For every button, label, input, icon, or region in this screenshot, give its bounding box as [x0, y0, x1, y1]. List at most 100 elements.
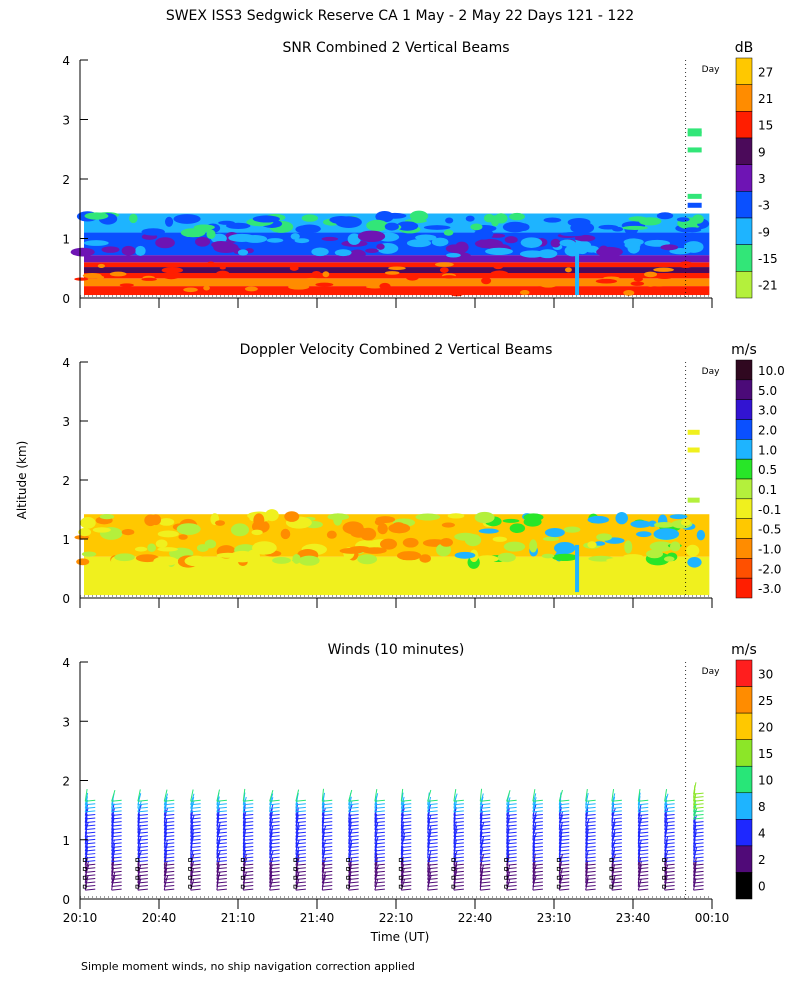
doppler-patch	[284, 511, 300, 522]
doppler-patch	[178, 534, 188, 540]
wind-barb-flag	[638, 849, 649, 852]
x-tick-label: 22:10	[379, 911, 414, 925]
snr-patch	[321, 236, 339, 242]
wind-barb-flag	[295, 813, 306, 816]
wind-barb-flag	[532, 849, 543, 852]
snr-patch	[206, 229, 216, 240]
wind-barb-flag	[216, 856, 227, 859]
snr-patch	[237, 249, 249, 256]
snr-patch	[633, 276, 643, 282]
wind-barb-flag	[401, 813, 412, 816]
wind-barb-flag	[638, 831, 649, 834]
colorbar-swatch	[735, 458, 753, 480]
wind-barb-flag	[506, 838, 517, 841]
wind-barb-flag	[348, 874, 359, 877]
wind-barb-flag	[427, 835, 438, 838]
wind-barb	[111, 850, 116, 862]
wind-barb-flag	[693, 803, 704, 806]
wind-barb	[427, 850, 432, 862]
wind-barb-flag	[427, 885, 438, 888]
wind-barb	[111, 803, 115, 816]
snr-patch	[183, 287, 198, 293]
wind-barb	[427, 832, 432, 845]
snr-patch	[119, 283, 134, 287]
wind-barb-flag	[111, 821, 122, 824]
snr-patch	[454, 241, 469, 253]
wind-barb-flag	[585, 828, 596, 831]
wind-barb-flag	[243, 853, 254, 856]
wind-barb	[532, 814, 537, 827]
wind-missing-marker	[662, 875, 667, 880]
wind-barb-flag	[401, 877, 412, 880]
wind-barb-flag	[611, 824, 622, 827]
snr-patch	[596, 246, 623, 257]
wind-missing-marker	[451, 875, 456, 880]
wind-barb	[453, 864, 458, 877]
wind-barb-flag	[401, 867, 412, 870]
wind-barb-flag	[427, 842, 438, 845]
wind-barb-flag	[401, 881, 412, 884]
wind-barb-flag	[480, 849, 491, 852]
wind-barb	[374, 799, 378, 812]
wind-barb-flag	[480, 863, 491, 866]
wind-barb	[163, 828, 168, 841]
wind-barb-flag	[243, 835, 254, 838]
wind-barb	[295, 839, 300, 852]
doppler-patch	[646, 549, 664, 559]
wind-barb-flag	[585, 821, 596, 824]
wind-barb-flag	[348, 821, 359, 824]
wind-barb-flag	[164, 845, 175, 848]
wind-barb	[190, 815, 195, 827]
wind-barb-flag	[374, 799, 385, 802]
wind-barb-flag	[559, 856, 570, 859]
wind-barb-flag	[269, 813, 280, 816]
doppler-patch	[379, 538, 398, 550]
wind-barb	[374, 878, 379, 891]
wind-barb-flag	[611, 881, 622, 884]
wind-barb-flag	[348, 806, 359, 809]
wind-barb-flag	[348, 845, 359, 848]
doppler-patch	[554, 541, 576, 555]
wind-barb-flag	[585, 856, 596, 859]
wind-missing-marker	[556, 858, 561, 862]
wind-barb-flag	[611, 821, 622, 824]
snr-patch	[211, 241, 232, 249]
wind-barb-flag	[506, 888, 517, 891]
wind-barb	[585, 860, 589, 873]
wind-barb-flag	[664, 817, 675, 820]
wind-barb-flag	[611, 856, 622, 859]
wind-barb-flag	[111, 842, 122, 845]
wind-barb-flag	[427, 821, 438, 824]
wind-barb-flag	[693, 849, 704, 852]
wind-barb	[84, 846, 89, 859]
wind-barb-flag	[190, 799, 201, 802]
wind-barb-flag	[164, 817, 175, 820]
wind-barb	[374, 789, 378, 802]
snr-patch	[163, 273, 180, 280]
wind-barb-flag	[638, 885, 649, 888]
wind-barb-flag	[85, 860, 96, 863]
wind-barb	[585, 874, 589, 887]
wind-barb-flag	[322, 813, 333, 816]
wind-barb	[269, 839, 273, 852]
wind-barb	[269, 797, 274, 809]
wind-barb-flag	[137, 870, 148, 873]
wind-barb-flag	[585, 799, 596, 802]
colorbar-swatch	[735, 739, 753, 767]
y-tick-label: 3	[62, 715, 70, 729]
wind-barb	[400, 800, 405, 813]
wind-barb-flag	[532, 838, 543, 841]
wind-barb	[269, 825, 274, 837]
wind-barb-flag	[585, 845, 596, 848]
doppler-patch	[606, 558, 628, 563]
wind-barb-flag	[111, 803, 122, 806]
wind-barb	[585, 818, 590, 830]
snr-patch	[384, 222, 399, 231]
wind-barb	[506, 828, 510, 841]
wind-barb-flag	[322, 828, 333, 831]
wind-barb	[479, 836, 485, 848]
doppler-patch	[114, 553, 135, 562]
wind-barb-flag	[506, 863, 517, 866]
wind-barb-flag	[137, 888, 148, 891]
snr-echo	[687, 202, 702, 208]
